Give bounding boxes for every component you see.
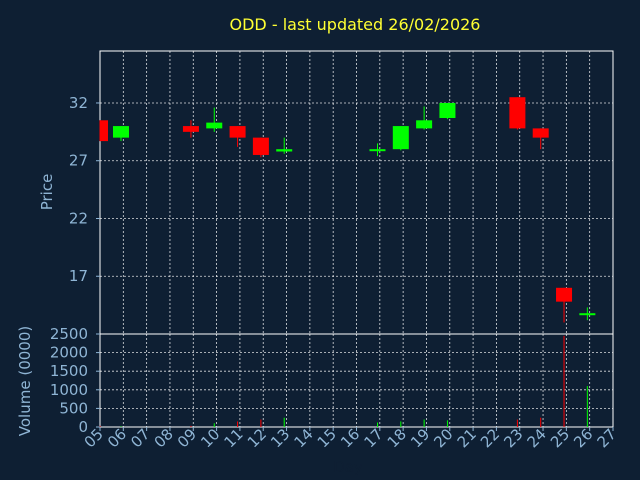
price-tick-label: 32	[69, 94, 88, 112]
candle-body	[229, 126, 246, 138]
candle	[509, 97, 526, 130]
candle-body	[509, 97, 526, 129]
candle-body	[276, 149, 293, 152]
candle-body	[579, 313, 596, 316]
price-panel: 17 22 27 32 Price	[38, 50, 614, 335]
candle-body	[416, 120, 433, 129]
candle	[229, 126, 246, 147]
price-tick-label: 22	[69, 209, 88, 227]
price-candles	[99, 97, 596, 323]
price-tick-label: 27	[69, 152, 88, 170]
candle-body	[182, 126, 199, 132]
day-axis-label: Day	[333, 458, 363, 476]
price-y-ticks: 17 22 27 32	[69, 94, 100, 285]
volume-tick-label: 1500	[50, 362, 88, 380]
volume-tick-label: 2000	[50, 344, 88, 362]
price-grid	[99, 50, 614, 335]
candle-body	[252, 137, 269, 155]
volume-tick-label: 1000	[50, 381, 88, 399]
candle	[439, 102, 456, 120]
candle-body	[439, 102, 456, 118]
volume-axis-label: Volume (0000)	[16, 326, 34, 436]
chart-title: ODD - last updated 26/02/2026	[230, 15, 481, 34]
candle-body	[206, 122, 223, 129]
volume-grid	[99, 333, 614, 428]
candle	[276, 137, 293, 154]
candle	[182, 120, 199, 138]
candle	[252, 137, 269, 158]
candle	[369, 143, 386, 157]
candle-body	[112, 126, 129, 138]
candle	[556, 287, 573, 323]
candle	[416, 106, 433, 130]
candle-body	[392, 126, 409, 150]
price-axis-label: Price	[38, 174, 56, 211]
candle	[392, 126, 409, 151]
volume-tick-label: 2500	[50, 325, 88, 343]
volume-bars	[99, 335, 588, 427]
candle-body	[369, 149, 386, 152]
candle	[206, 107, 223, 132]
day-x-ticks: 0506070809101112131415161718192021222324…	[81, 425, 620, 451]
candle-body	[532, 128, 549, 138]
volume-tick-label: 500	[59, 399, 88, 417]
candle	[99, 120, 108, 142]
price-tick-label: 17	[69, 267, 88, 285]
candle	[579, 307, 596, 321]
candle-body	[100, 120, 108, 142]
candle	[112, 126, 129, 142]
candle	[532, 128, 549, 150]
candle-body	[556, 287, 573, 302]
volume-tick-label: 0	[78, 418, 88, 436]
